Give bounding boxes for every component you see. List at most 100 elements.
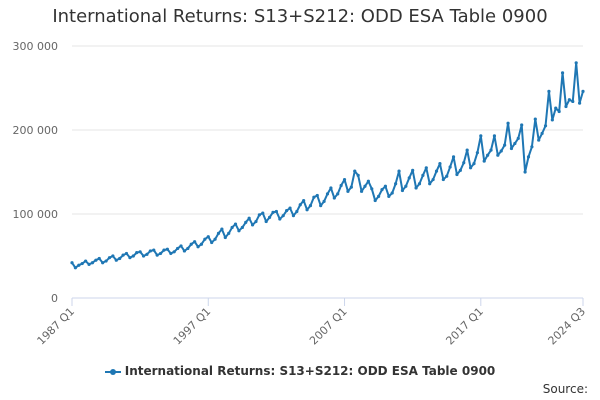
data-point [264, 219, 268, 224]
data-point [479, 134, 483, 138]
data-point [128, 256, 132, 260]
data-point [87, 262, 91, 266]
data-point [172, 250, 176, 254]
data-point [434, 169, 439, 173]
data-point [380, 188, 384, 192]
data-point [574, 61, 578, 65]
source-label: Source: [542, 382, 588, 396]
data-point [186, 246, 190, 251]
data-point [492, 134, 497, 138]
data-point [162, 248, 166, 252]
data-point [438, 162, 442, 166]
data-point [169, 251, 173, 256]
data-point [540, 131, 544, 135]
data-point [424, 166, 428, 170]
data-point [315, 193, 319, 198]
data-point [560, 71, 565, 75]
legend-label: International Returns: S13+S212: ODD ESA… [124, 364, 496, 378]
data-point [244, 220, 248, 224]
data-point [353, 169, 357, 173]
data-point [465, 148, 469, 152]
data-point [237, 229, 241, 233]
data-point [124, 251, 129, 256]
data-point [475, 151, 479, 155]
data-point [451, 155, 456, 159]
data-point [577, 101, 582, 105]
data-point [342, 177, 347, 182]
series-line [71, 61, 584, 269]
data-point [387, 194, 391, 198]
data-point [489, 148, 493, 152]
data-point [257, 213, 261, 217]
data-point [404, 184, 408, 188]
data-point [223, 235, 227, 240]
data-point [458, 168, 462, 172]
data-point [155, 253, 159, 257]
data-point [247, 216, 251, 220]
data-point [319, 204, 323, 208]
data-point [230, 225, 234, 230]
data-point [274, 209, 278, 214]
data-point [291, 214, 296, 218]
data-point [400, 188, 405, 193]
legend[interactable]: International Returns: S13+S212: ODD ESA… [0, 364, 600, 378]
data-point [176, 246, 180, 251]
data-point [210, 240, 214, 245]
data-point [359, 189, 364, 193]
data-point [179, 244, 183, 248]
data-point [189, 242, 193, 246]
data-point [581, 89, 585, 93]
data-point [216, 231, 221, 235]
data-point [390, 191, 394, 195]
y-tick-label: 200 000 [13, 124, 59, 137]
data-point [445, 174, 449, 178]
data-point [383, 184, 388, 188]
data-point [530, 145, 534, 149]
data-point [165, 247, 169, 251]
data-point [506, 121, 510, 125]
data-point [455, 172, 459, 177]
data-point [227, 231, 231, 235]
data-point [240, 225, 244, 230]
data-point [339, 183, 343, 188]
data-point [407, 176, 411, 180]
data-point [377, 194, 381, 198]
data-point [138, 250, 142, 254]
data-point [308, 204, 313, 208]
data-point [148, 249, 152, 253]
data-point [285, 209, 289, 213]
data-point [305, 208, 309, 212]
data-point [135, 251, 139, 255]
data-point [533, 117, 537, 121]
data-point [509, 146, 514, 151]
data-point [329, 186, 333, 190]
data-point [564, 104, 568, 109]
x-tick-label: 1987 Q1 [35, 305, 78, 348]
data-point [94, 258, 98, 262]
data-point [349, 185, 353, 189]
data-point [302, 198, 306, 203]
data-point [73, 266, 78, 270]
data-point [571, 99, 575, 104]
data-point [111, 254, 115, 258]
data-point [503, 143, 507, 147]
data-point [547, 89, 551, 93]
data-point [121, 253, 125, 257]
data-point [182, 249, 187, 253]
data-point [220, 227, 224, 231]
data-point [267, 215, 272, 219]
data-point [104, 259, 108, 263]
data-point [141, 254, 146, 258]
data-point [462, 161, 466, 165]
data-point [295, 209, 299, 214]
data-point [520, 123, 524, 127]
data-point [90, 261, 95, 265]
data-point [131, 254, 135, 258]
x-tick-label: 2024 Q3 [546, 305, 589, 348]
data-point [101, 261, 105, 265]
data-point [332, 196, 336, 200]
data-point [397, 169, 401, 173]
data-point [486, 153, 490, 157]
data-point [428, 182, 432, 186]
